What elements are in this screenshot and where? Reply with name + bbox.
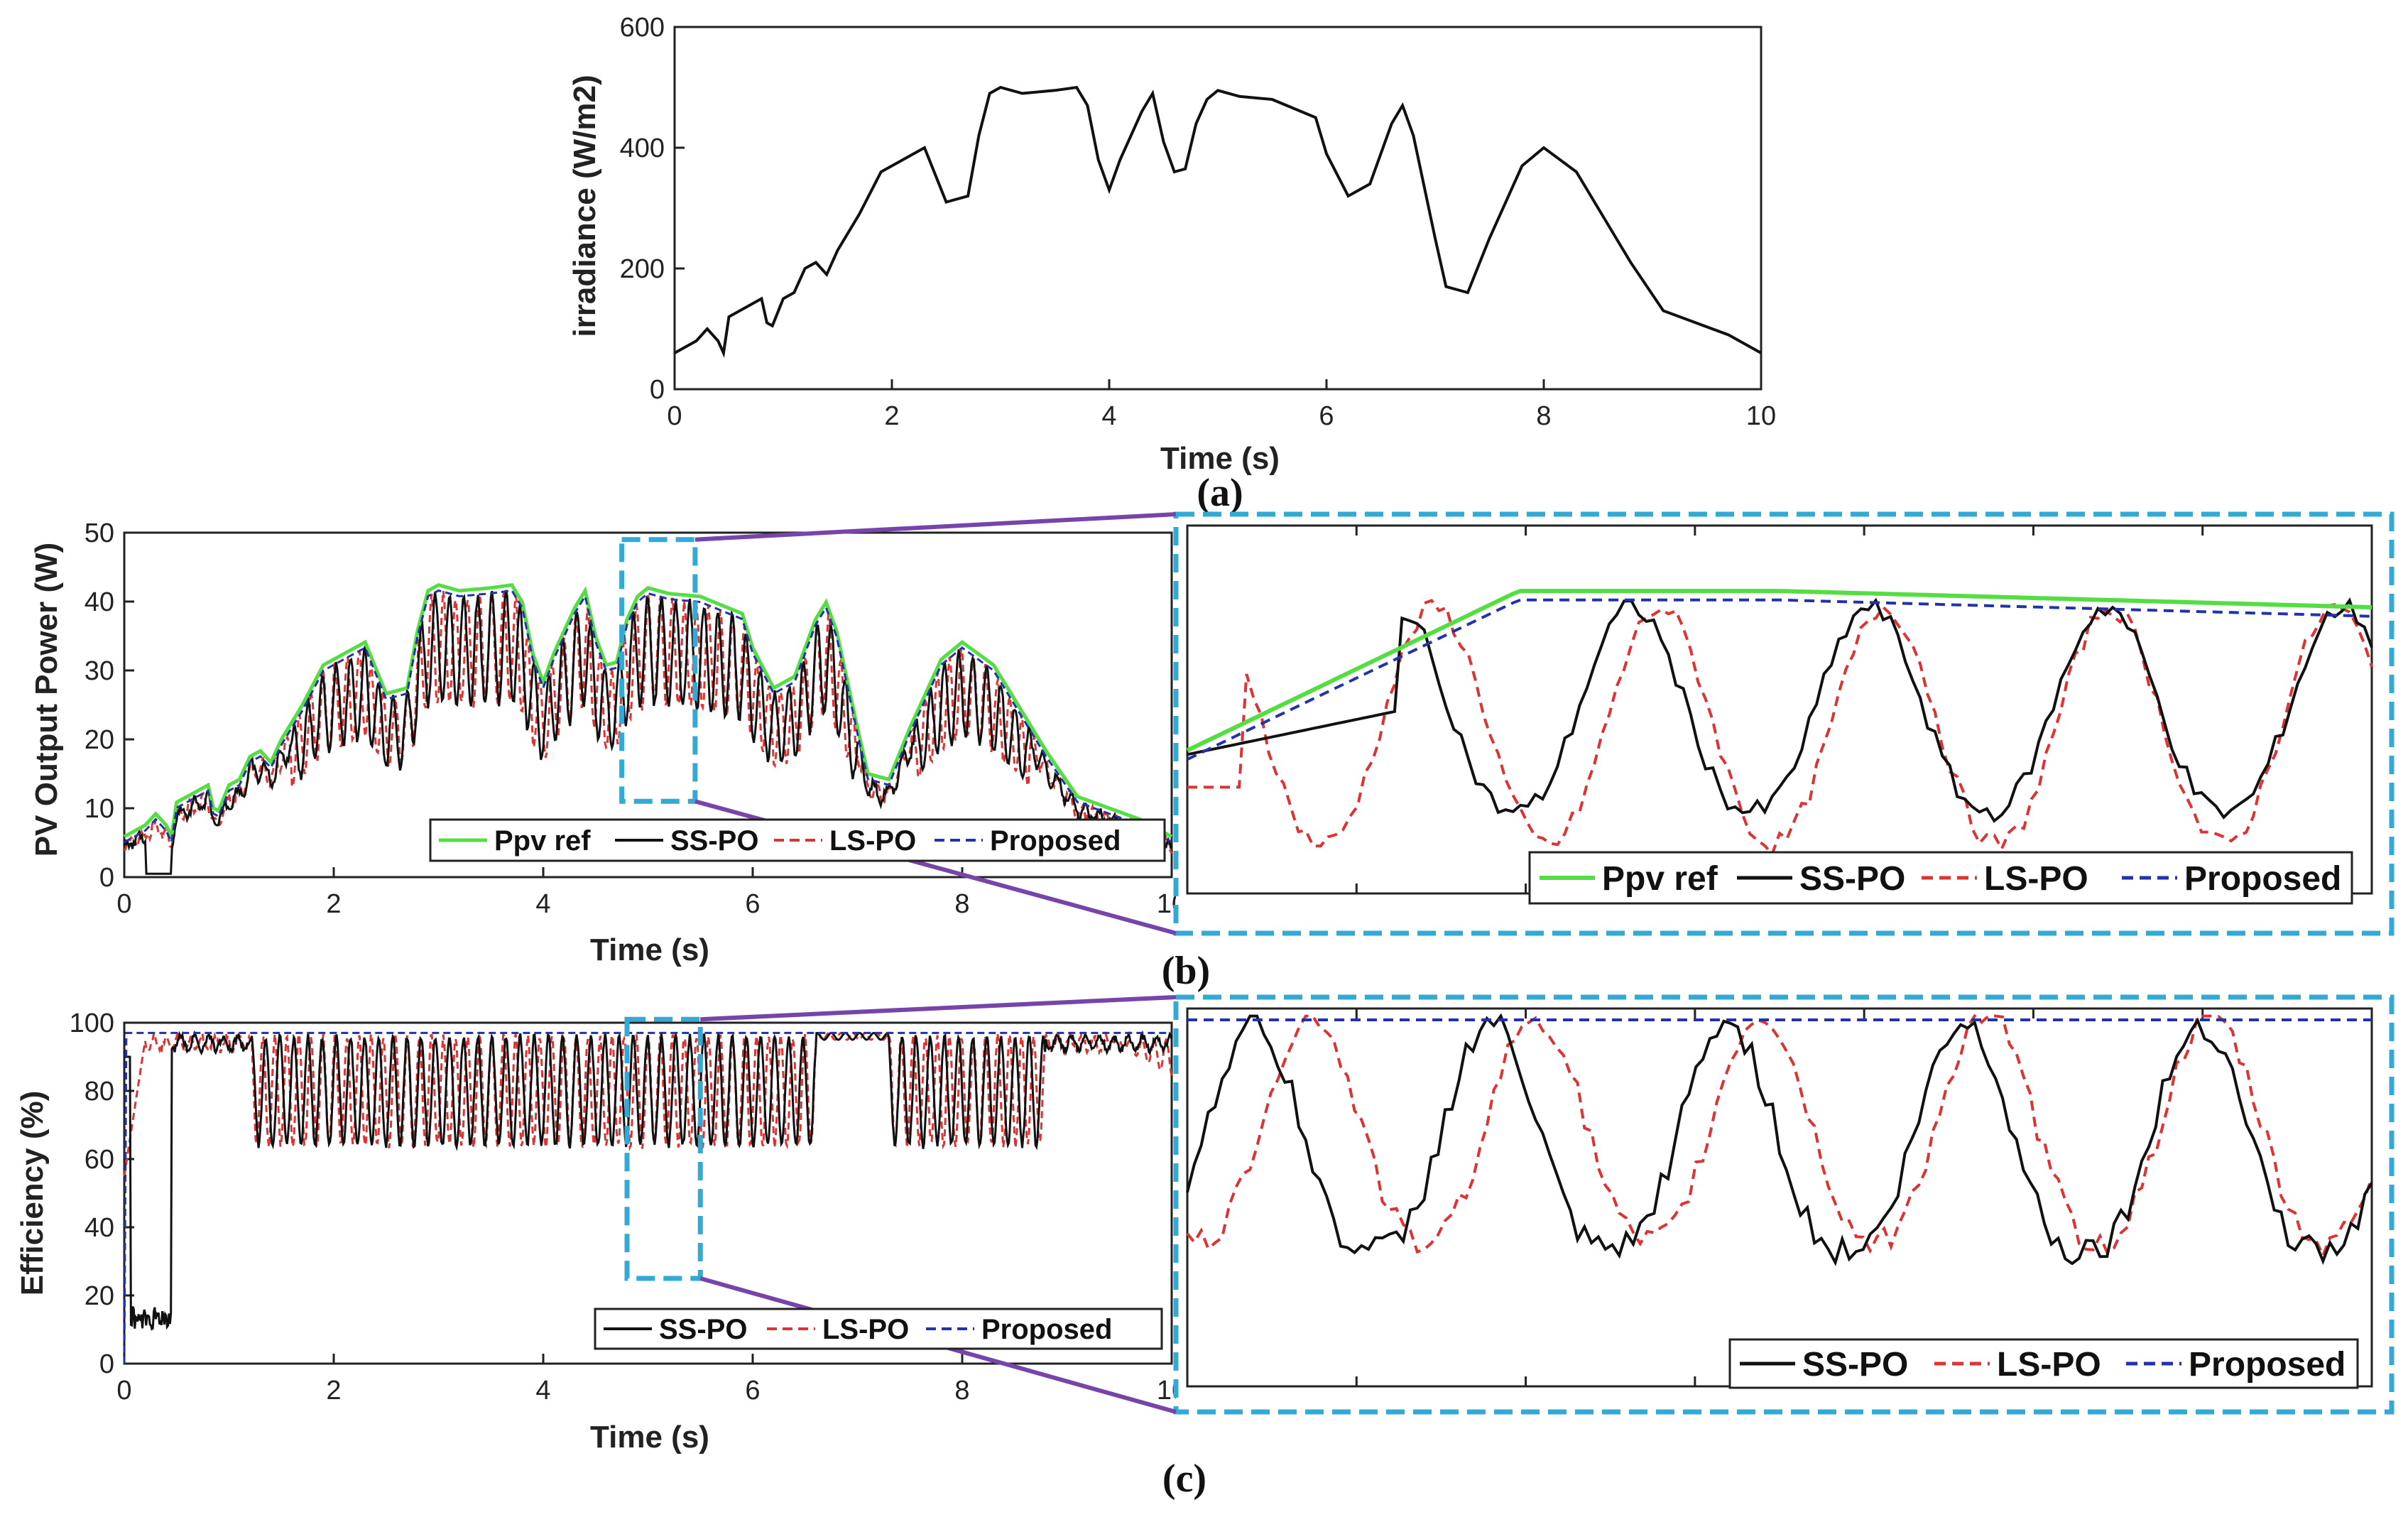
- legend-label: SS-PO: [659, 1314, 747, 1345]
- inset-series-ss-po: [1187, 597, 2373, 823]
- plot-frame: [123, 531, 1173, 879]
- y-tick-label: 40: [85, 1213, 114, 1243]
- legend-label: SS-PO: [1802, 1346, 1908, 1384]
- legend-label: LS-PO: [1997, 1346, 2101, 1384]
- y-tick-label: 400: [620, 134, 665, 163]
- x-tick-label: 0: [116, 889, 131, 919]
- x-axis-label: Time (s): [590, 1420, 709, 1455]
- x-tick-label: 0: [116, 1376, 131, 1406]
- inset-series-ppv-ref: [1186, 589, 2372, 753]
- y-tick-label: 0: [650, 375, 665, 405]
- y-tick-labels: 0 20 40 60 80 100: [70, 1009, 114, 1379]
- chart-efficiency: 0 2 4 6 8 10 0 20 40 60 80 100 Time (s) …: [15, 1009, 1206, 1501]
- y-tick-label: 40: [85, 587, 114, 617]
- x-tick-label: 2: [326, 1376, 341, 1406]
- inset-series-proposed: [1187, 598, 2372, 761]
- x-tick-label: 8: [954, 1376, 969, 1406]
- inset-series-ls-po: [1186, 1013, 2373, 1259]
- y-tick-label: 20: [85, 1281, 114, 1311]
- panel-label-c: (c): [1162, 1457, 1206, 1501]
- series-line-ls-po: [123, 1031, 1173, 1177]
- plot-frame: [673, 26, 1763, 391]
- series-line-ss-po: [124, 1030, 1173, 1331]
- legend-label: LS-PO: [822, 1314, 909, 1345]
- legend-label: Proposed: [981, 1314, 1112, 1345]
- legend: Ppv ref SS-PO LS-PO Proposed: [429, 818, 1166, 862]
- zoom-connector: [700, 995, 1177, 1022]
- inset-legend: Ppv ref SS-PO LS-PO Proposed: [1528, 851, 2353, 905]
- legend-label: LS-PO: [829, 825, 916, 857]
- x-tick-label: 8: [1536, 401, 1551, 431]
- legend-box: [429, 818, 1166, 862]
- y-tick-label: 20: [85, 725, 114, 755]
- y-tick-label: 0: [99, 863, 114, 893]
- inset-legend: SS-PO LS-PO Proposed: [1728, 1338, 2359, 1389]
- x-tick-label: 6: [745, 1376, 760, 1406]
- x-tick-label: 6: [1319, 401, 1334, 431]
- x-tick-label: 10: [1746, 401, 1776, 431]
- inset-series-ls-po: [1187, 599, 2373, 857]
- legend-box: [1728, 1338, 2359, 1389]
- y-axis-label: Efficiency (%): [15, 1091, 50, 1296]
- x-tick-label: 2: [884, 401, 899, 431]
- chart-irradiance: 0 2 4 6 8 10 0 200 400 600 Time (s) irra…: [567, 13, 1776, 515]
- series-line-proposed: [124, 589, 1172, 846]
- y-tick-label: 0: [99, 1349, 114, 1379]
- y-tick-label: 200: [620, 254, 665, 284]
- legend: SS-PO LS-PO Proposed: [594, 1308, 1163, 1350]
- x-tick-label: 2: [326, 889, 341, 919]
- y-tick-label: 50: [85, 518, 114, 548]
- legend-box: [594, 1308, 1163, 1350]
- legend-label: Ppv ref: [1602, 860, 1718, 898]
- legend-label: Proposed: [990, 825, 1121, 857]
- x-tick-label: 0: [667, 401, 682, 431]
- legend-label: SS-PO: [1799, 860, 1905, 898]
- x-axis-label: Time (s): [590, 933, 709, 967]
- legend-label: Ppv ref: [494, 825, 591, 857]
- zoom-window: [619, 537, 698, 804]
- series-line-irradiance: [674, 85, 1762, 359]
- x-tick-label: 8: [954, 889, 969, 919]
- zoom-window: [624, 1016, 703, 1281]
- x-tick-labels: 0 2 4 6 8 10: [667, 401, 1776, 431]
- series-line-ls-po: [124, 590, 1173, 854]
- zoom-connector: [694, 512, 1177, 542]
- y-tick-labels: 0 200 400 600: [620, 13, 665, 405]
- series-line-ppv-ref: [123, 583, 1173, 843]
- y-tick-label: 600: [620, 13, 665, 43]
- y-tick-label: 30: [85, 656, 114, 686]
- legend-label: SS-PO: [670, 825, 758, 857]
- y-tick-label: 60: [85, 1145, 114, 1175]
- legend-label: Proposed: [2189, 1346, 2346, 1384]
- plot-frame: [123, 1021, 1173, 1365]
- y-tick-labels: 0 10 20 30 40 50: [85, 518, 114, 893]
- y-axis-label: PV Output Power (W): [29, 543, 64, 857]
- y-tick-label: 100: [70, 1009, 114, 1038]
- x-tick-label: 4: [1101, 401, 1116, 431]
- panel-label-a: (a): [1197, 471, 1243, 515]
- x-tick-labels: 0 2 4 6 8 10: [116, 1376, 1187, 1406]
- y-tick-label: 10: [85, 794, 114, 824]
- x-tick-label: 4: [535, 1376, 550, 1406]
- series-line-ss-po: [123, 589, 1173, 875]
- inset-series-ss-po: [1186, 1013, 2373, 1266]
- legend-label: Proposed: [2184, 860, 2341, 898]
- y-axis-label: irradiance (W/m2): [567, 75, 602, 337]
- legend-label: LS-PO: [1984, 860, 2088, 898]
- x-tick-label: 4: [535, 889, 550, 919]
- y-tick-label: 80: [85, 1077, 114, 1107]
- panel-label-b: (b): [1162, 949, 1210, 993]
- x-tick-label: 6: [745, 889, 760, 919]
- x-axis-label: Time (s): [1160, 441, 1280, 476]
- series-line-proposed: [123, 1031, 1172, 1364]
